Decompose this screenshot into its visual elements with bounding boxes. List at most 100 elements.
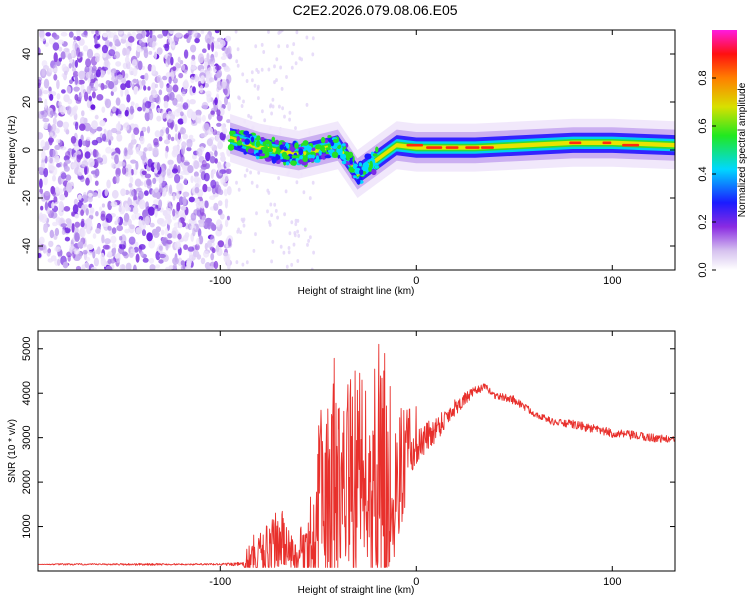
noise-speckle [163, 100, 169, 109]
noise-speckle [124, 203, 129, 212]
noise-speckle [105, 146, 112, 154]
noise-speckle [211, 224, 217, 231]
turbulent-speckle [274, 139, 280, 145]
noise-speckle [215, 71, 222, 79]
noise-speckle [71, 163, 77, 169]
noise-speckle [120, 83, 126, 91]
noise-speckle [210, 61, 215, 67]
noise-speckle [115, 216, 120, 224]
turbulent-speckle [358, 162, 362, 167]
noise-speckle [74, 213, 79, 219]
spectrogram-y-tick-label: -20 [21, 190, 33, 206]
noise-speckle [63, 94, 70, 103]
noise-speckle [119, 103, 126, 112]
noise-speckle [111, 243, 117, 249]
sparse-speckle [308, 196, 312, 201]
snr-x-tick-label: 100 [603, 576, 621, 588]
sparse-speckle [287, 250, 291, 255]
noise-speckle [143, 46, 148, 54]
sparse-speckle [312, 250, 315, 255]
noise-speckle [146, 143, 153, 152]
noise-speckle [170, 136, 175, 142]
noise-speckle [74, 232, 80, 243]
noise-speckle [146, 232, 153, 242]
noise-speckle [56, 188, 64, 195]
noise-speckle [172, 208, 176, 217]
spectrogram-x-tick-label: -100 [209, 275, 231, 287]
noise-speckle [95, 69, 101, 78]
noise-speckle [104, 98, 112, 109]
noise-speckle [226, 119, 231, 124]
noise-speckle [197, 53, 205, 64]
noise-speckle [166, 84, 173, 93]
noise-speckle [128, 236, 136, 245]
noise-speckle [71, 211, 75, 217]
noise-speckle [127, 36, 135, 43]
noise-speckle [188, 218, 193, 225]
noise-speckle [191, 30, 198, 38]
sparse-speckle [239, 230, 242, 235]
noise-speckle [207, 265, 214, 270]
noise-speckle [94, 180, 99, 186]
noise-speckle [216, 122, 222, 127]
noise-speckle [148, 110, 154, 121]
noise-speckle [113, 247, 117, 255]
noise-speckle [41, 68, 46, 77]
noise-speckle [147, 206, 155, 216]
sparse-speckle [285, 75, 288, 79]
noise-speckle [154, 264, 161, 269]
noise-speckle [183, 49, 189, 59]
noise-speckle [48, 86, 52, 92]
noise-speckle [110, 201, 118, 208]
noise-speckle [201, 101, 209, 110]
noise-speckle [215, 229, 223, 237]
noise-speckle [219, 213, 225, 220]
noise-speckle [104, 238, 111, 245]
noise-speckle [127, 148, 134, 156]
turbulent-speckle [359, 169, 364, 176]
noise-speckle [172, 146, 178, 156]
noise-speckle [130, 189, 138, 197]
sparse-speckle [277, 30, 281, 35]
noise-speckle [129, 224, 135, 230]
noise-speckle [210, 234, 215, 243]
sparse-speckle [302, 190, 306, 195]
noise-speckle [128, 182, 133, 188]
noise-speckle [167, 159, 174, 166]
noise-speckle [64, 49, 70, 58]
noise-speckle [54, 246, 61, 252]
noise-speckle [51, 123, 57, 132]
noise-speckle [136, 30, 143, 35]
turbulent-speckle [294, 142, 299, 149]
noise-speckle [182, 114, 188, 124]
noise-speckle [46, 248, 51, 257]
noise-speckle [158, 199, 163, 209]
noise-speckle [58, 46, 63, 52]
noise-speckle [54, 144, 61, 150]
noise-speckle [108, 41, 113, 47]
noise-speckle [203, 122, 210, 131]
noise-speckle [115, 97, 121, 106]
noise-speckle [217, 141, 224, 150]
noise-speckle [141, 170, 147, 176]
noise-speckle [187, 165, 194, 174]
colorbar-ticks: 0.0 0.2 0.4 0.6 0.8 [697, 70, 716, 278]
turbulent-speckle [298, 159, 304, 165]
noise-speckle [158, 253, 166, 259]
noise-speckle [207, 240, 212, 249]
sparse-speckle [296, 259, 300, 263]
sparse-speckle [249, 170, 253, 175]
noise-speckle [90, 170, 97, 175]
noise-speckle [190, 44, 197, 53]
noise-speckle [108, 49, 116, 57]
turbulent-speckle [305, 145, 312, 151]
noise-speckle [217, 186, 222, 195]
noise-speckle [95, 228, 101, 234]
noise-speckle [39, 178, 43, 189]
noise-speckle [159, 80, 164, 89]
noise-speckle [148, 50, 153, 55]
noise-speckle [43, 176, 48, 186]
noise-speckle [192, 227, 196, 237]
colorbar-tick-label: 0.6 [697, 118, 709, 133]
